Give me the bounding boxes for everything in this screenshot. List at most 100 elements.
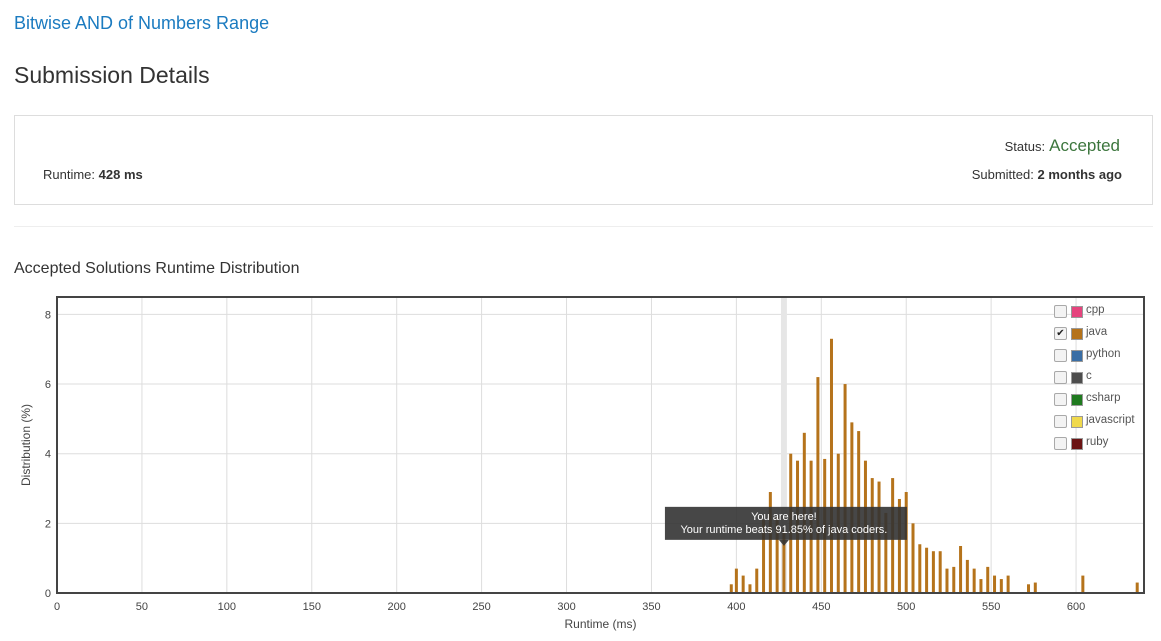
java-bar	[755, 568, 759, 593]
legend-label: cpp	[1086, 304, 1105, 316]
java-bar	[979, 579, 983, 593]
legend-swatch	[1071, 350, 1083, 362]
x-tick-label: 400	[727, 601, 745, 613]
y-tick-label: 4	[45, 449, 51, 461]
x-tick-label: 250	[472, 601, 490, 613]
legend-label: ruby	[1086, 436, 1109, 448]
y-tick-label: 6	[45, 379, 51, 391]
legend-label: csharp	[1086, 392, 1121, 404]
legend-checkbox-ruby[interactable]	[1054, 437, 1067, 450]
x-tick-label: 0	[54, 601, 60, 613]
legend-swatch	[1071, 328, 1083, 340]
java-bar	[734, 568, 738, 593]
legend-checkbox-java[interactable]: ✔	[1054, 327, 1067, 340]
runtime-tooltip: You are here! Your runtime beats 91.85% …	[664, 506, 907, 546]
legend-item-java[interactable]: ✔ java	[1053, 324, 1153, 346]
java-bar	[911, 523, 915, 593]
java-bar	[972, 568, 976, 593]
java-bar	[748, 584, 752, 593]
submission-summary-panel: Runtime: 428 ms Status: Accepted Submitte…	[14, 115, 1153, 205]
java-bar	[782, 530, 786, 593]
legend-checkbox-c[interactable]	[1054, 371, 1067, 384]
java-bar	[729, 584, 733, 593]
x-tick-label: 500	[897, 601, 915, 613]
legend-swatch	[1071, 416, 1083, 428]
x-tick-label: 150	[303, 601, 321, 613]
submitted-label: Submitted:	[971, 167, 1034, 182]
legend-item-cpp[interactable]: cpp	[1053, 302, 1153, 324]
status-info: Status: Accepted	[1005, 136, 1120, 156]
runtime-distribution-chart: 0 50 100 150 200 250 300 350 400 450 500 550 600 0 2 4 6…	[19, 296, 1145, 631]
java-bar	[1006, 575, 1010, 593]
java-bar	[986, 566, 990, 593]
legend-checkbox-javascript[interactable]	[1054, 415, 1067, 428]
java-bar	[952, 566, 956, 593]
legend-swatch	[1071, 372, 1083, 384]
x-tick-label: 450	[812, 601, 830, 613]
legend-checkbox-csharp[interactable]	[1054, 393, 1067, 406]
java-bar	[959, 545, 963, 593]
legend-item-c[interactable]: c	[1053, 368, 1153, 390]
x-axis-label: Runtime (ms)	[564, 617, 636, 631]
java-bar	[1027, 584, 1031, 593]
java-bar	[965, 559, 969, 593]
java-bar	[884, 512, 888, 593]
java-bar	[918, 544, 922, 593]
runtime-info: Runtime: 428 ms	[43, 167, 143, 182]
java-bar	[1033, 582, 1037, 593]
legend-item-ruby[interactable]: ruby	[1053, 434, 1153, 456]
distribution-title: Accepted Solutions Runtime Distribution	[14, 260, 300, 277]
java-bar	[993, 575, 997, 593]
java-bar	[1135, 582, 1139, 593]
x-tick-label: 350	[642, 601, 660, 613]
java-bar	[999, 579, 1003, 593]
java-bar	[768, 492, 772, 593]
status-label: Status:	[1004, 139, 1046, 154]
submitted-value: 2 months ago	[1037, 167, 1122, 182]
java-bar	[1081, 575, 1085, 593]
page-title: Submission Details	[14, 62, 210, 88]
legend-checkbox-cpp[interactable]	[1054, 305, 1067, 318]
java-bar	[945, 568, 949, 593]
java-bar	[938, 551, 942, 593]
java-bar	[931, 551, 935, 593]
java-bar	[897, 498, 901, 593]
x-tick-label: 550	[982, 601, 1000, 613]
runtime-label: Runtime:	[43, 167, 96, 182]
legend-swatch	[1071, 394, 1083, 406]
x-tick-label: 200	[388, 601, 406, 613]
status-badge: Accepted	[1049, 136, 1120, 155]
legend-swatch	[1071, 438, 1083, 450]
y-tick-label: 8	[45, 309, 51, 321]
x-tick-label: 100	[218, 601, 236, 613]
java-bar	[741, 575, 745, 593]
legend-item-python[interactable]: python	[1053, 346, 1153, 368]
legend-label: java	[1086, 326, 1108, 338]
java-bar	[925, 547, 929, 593]
java-bar	[829, 338, 833, 593]
tooltip-line-1: You are here!	[751, 511, 817, 523]
submitted-info: Submitted: 2 months ago	[972, 167, 1122, 182]
x-tick-label: 300	[557, 601, 575, 613]
java-bar	[816, 377, 820, 593]
legend-item-csharp[interactable]: csharp	[1053, 390, 1153, 412]
legend-label: c	[1086, 370, 1092, 382]
problem-title-link[interactable]: Bitwise AND of Numbers Range	[14, 13, 270, 33]
section-divider	[14, 226, 1153, 227]
legend-label: javascript	[1086, 414, 1135, 426]
y-axis-label: Distribution (%)	[19, 404, 33, 486]
legend-item-javascript[interactable]: javascript	[1053, 412, 1153, 434]
x-tick-label: 50	[136, 601, 148, 613]
y-tick-label: 2	[45, 518, 51, 530]
java-bar	[762, 519, 766, 593]
java-bar	[904, 492, 908, 593]
java-bar	[775, 516, 779, 593]
your-runtime-marker	[780, 297, 787, 593]
legend-swatch	[1071, 306, 1083, 318]
tooltip-line-2: Your runtime beats 91.85% of java coders…	[680, 524, 887, 536]
x-tick-label: 600	[1067, 601, 1085, 613]
y-tick-label: 0	[45, 588, 51, 600]
legend-label: python	[1086, 348, 1121, 360]
legend-checkbox-python[interactable]	[1054, 349, 1067, 362]
language-legend: cpp ✔ java python c csharp javascript ruby	[1053, 302, 1153, 456]
